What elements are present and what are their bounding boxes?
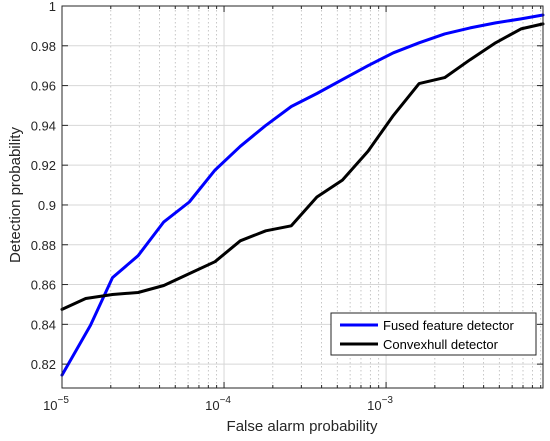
y-tick-label: 0.94 — [31, 118, 56, 133]
plot-frame — [61, 5, 544, 389]
series-line-convexhull — [60, 22, 545, 311]
y-tick-label: 1 — [49, 0, 56, 14]
y-tick-label: 0.92 — [31, 158, 56, 173]
series-layer — [60, 13, 545, 377]
y-axis-label: Detection probability — [7, 127, 24, 263]
y-tick-label: 0.86 — [31, 278, 56, 293]
legend-box — [330, 312, 537, 356]
legend: Fused feature detector Convexhull detect… — [330, 312, 537, 356]
x-axis-label: False alarm probability — [227, 418, 378, 435]
major-grid — [61, 5, 543, 388]
y-tick-label: 0.9 — [38, 198, 56, 213]
y-tick-label: 0.98 — [31, 39, 56, 54]
x-tick-label: 10−3 — [367, 395, 393, 413]
y-tick-label: 0.84 — [31, 317, 56, 332]
y-tick-label: 0.96 — [31, 79, 56, 94]
legend-label-fused: Fused feature detector — [383, 318, 514, 333]
x-tick-labels: 10−5 10−4 10−3 — [43, 395, 393, 413]
y-tick-labels: 0.82 0.84 0.86 0.88 0.9 0.92 0.94 0.96 0.98 1 — [31, 0, 56, 372]
x-tick-label: 10−4 — [205, 395, 231, 413]
tick-marks — [61, 5, 543, 388]
y-tick-label: 0.88 — [31, 238, 56, 253]
y-tick-label: 0.82 — [31, 357, 56, 372]
x-tick-label: 10−5 — [43, 395, 69, 413]
series-line-fused-feature — [60, 13, 545, 377]
legend-label-convexhull: Convexhull detector — [383, 337, 499, 352]
